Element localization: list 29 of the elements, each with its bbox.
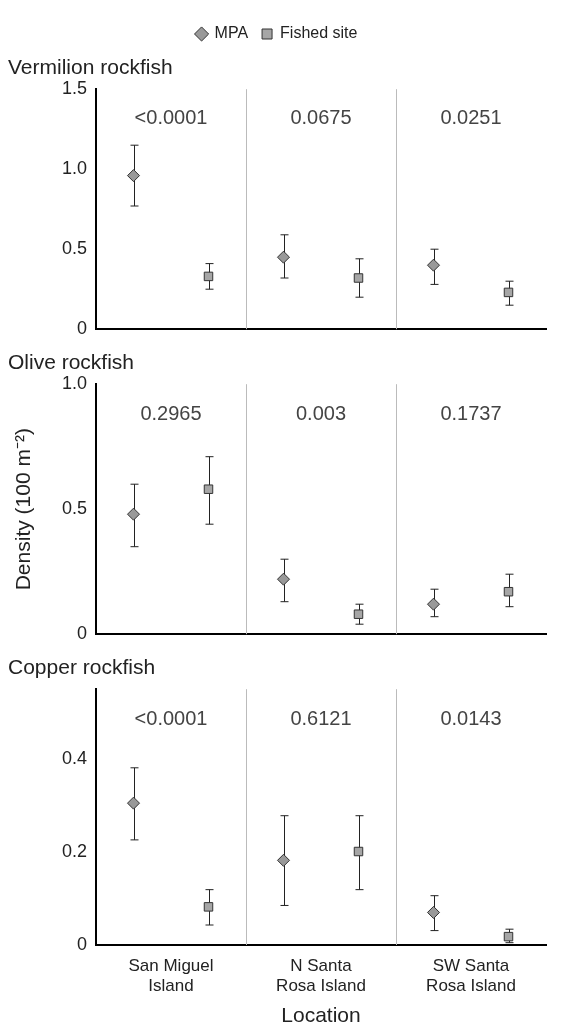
y-tick-label: 1.0 <box>61 373 87 394</box>
legend-label: Fished site <box>280 24 358 42</box>
y-tick-label: 0 <box>76 623 87 644</box>
annotation: 0.0143 <box>440 707 502 730</box>
chart-title: Copper rockfish <box>8 655 156 679</box>
y-tick-label: 0.2 <box>61 840 87 861</box>
y-tick-label: 0.4 <box>61 747 87 768</box>
annotation: <0.0001 <box>134 105 208 128</box>
annotation: 0.1737 <box>440 401 502 424</box>
x-tick-label: San Miguel Island <box>128 955 214 996</box>
y-tick-label: 1.5 <box>61 78 87 99</box>
x-tick-label: SW Santa Rosa Island <box>426 955 516 996</box>
y-tick-label: 0 <box>76 318 87 339</box>
annotation: 0.0251 <box>440 105 502 128</box>
annotation: 0.003 <box>295 401 347 424</box>
y-tick-label: 1.0 <box>61 158 87 179</box>
chart-title: Olive rockfish <box>8 350 135 374</box>
y-axis-title: Density (100 m⁻²) <box>11 428 35 591</box>
x-tick-label: N Santa Rosa Island <box>276 955 366 996</box>
y-tick-label: 0.5 <box>61 238 87 259</box>
chart-title: Vermilion rockfish <box>8 55 173 79</box>
annotation: <0.0001 <box>134 707 208 730</box>
annotation: 0.2965 <box>140 401 202 424</box>
x-axis-title: Location <box>281 1003 361 1027</box>
annotation: 0.0675 <box>290 105 352 128</box>
legend-label: MPA <box>214 24 249 42</box>
y-tick-label: 0 <box>76 933 87 954</box>
annotation: 0.6121 <box>290 707 352 730</box>
y-tick-label: 0.5 <box>61 498 87 519</box>
